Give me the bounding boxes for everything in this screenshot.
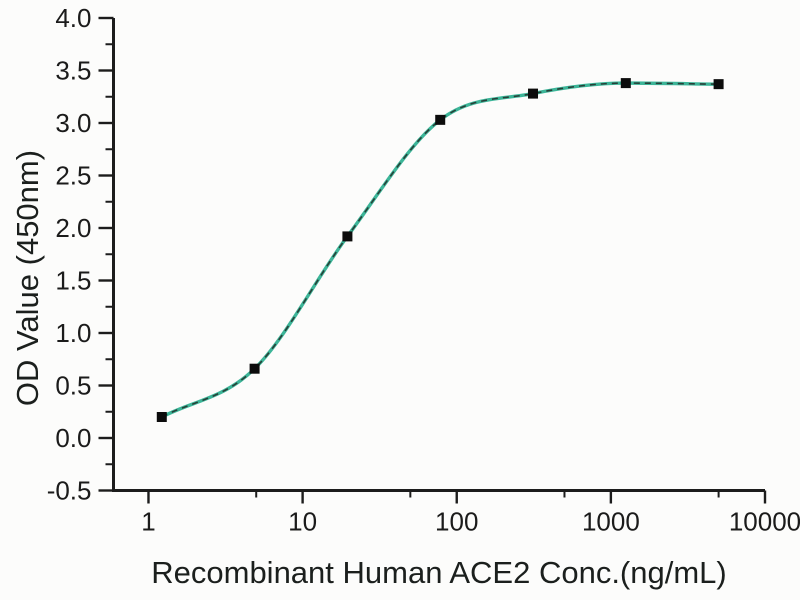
data-point-marker	[342, 231, 353, 242]
data-point-marker	[620, 78, 631, 89]
x-tick-label: 10000	[729, 507, 800, 537]
x-tick-label: 100	[435, 507, 478, 537]
x-axis-title: Recombinant Human ACE2 Conc.(ng/mL)	[151, 555, 727, 590]
fit-curve	[160, 81, 721, 419]
y-tick-label: 3.5	[55, 56, 91, 86]
y-tick-label: 4.0	[55, 3, 91, 33]
data-point-marker	[435, 114, 446, 125]
y-tick-label: 1.0	[55, 318, 91, 348]
y-tick-label: 2.5	[55, 161, 91, 191]
y-tick-label: 1.5	[55, 266, 91, 296]
fit-curve-dashed-overlay	[161, 82, 719, 418]
y-tick-label: 3.0	[55, 108, 91, 138]
data-point-marker	[156, 412, 167, 422]
data-point-marker	[528, 88, 539, 99]
x-tick-label: 1000	[582, 507, 640, 537]
x-tick-label: 1	[141, 507, 155, 537]
y-tick-label: 0.5	[55, 371, 91, 401]
y-tick-label: 0.0	[55, 423, 91, 453]
y-tick-label: -0.5	[47, 476, 92, 506]
y-axis-title: OD Value (450nm)	[10, 149, 45, 407]
x-tick-label: 10	[288, 507, 317, 537]
data-point-marker	[249, 363, 260, 374]
data-point-marker	[713, 79, 724, 90]
y-tick-label: 2.0	[55, 213, 91, 243]
